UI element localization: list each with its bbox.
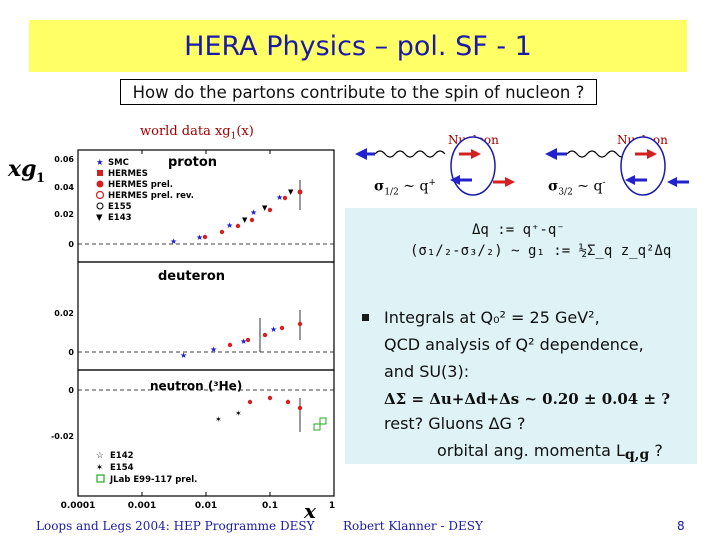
- svg-text:E142: E142: [110, 451, 134, 461]
- svg-text:▼: ▼: [96, 213, 103, 223]
- svg-text:1: 1: [36, 171, 45, 186]
- svg-text:E143: E143: [108, 213, 132, 223]
- world-data-label: world data xg1(x): [140, 124, 254, 142]
- svg-text:0.0001: 0.0001: [61, 501, 96, 511]
- svg-text:1: 1: [329, 501, 335, 511]
- svg-text:xg: xg: [7, 156, 37, 182]
- svg-text:0: 0: [68, 348, 74, 357]
- svg-text:✶: ✶: [215, 415, 222, 424]
- svg-text:★: ★: [180, 351, 187, 360]
- svg-text:★: ★: [96, 158, 104, 168]
- svg-text:▼: ▼: [242, 216, 248, 224]
- svg-text:0: 0: [68, 240, 74, 249]
- svg-text:E154: E154: [110, 463, 134, 473]
- proton-panel-title: proton: [168, 155, 217, 170]
- svg-text:SMC: SMC: [108, 158, 129, 168]
- svg-text:0.04: 0.04: [54, 183, 74, 192]
- info-box: [345, 208, 697, 464]
- svg-text:-0.02: -0.02: [51, 432, 74, 441]
- proton-data-points: ★ ★ ★ ★ ★ ▼ ▼ ▼: [170, 180, 303, 246]
- svg-text:HERMES: HERMES: [108, 169, 148, 179]
- bullet-icon: [362, 314, 369, 321]
- nucleon-spin-diagram: [355, 136, 689, 196]
- neutron-panel-title: neutron (³He): [150, 379, 242, 393]
- xg1-world-data-plot: xg 1 proton deuteron neutron (³He): [0, 140, 345, 520]
- gluon-question: rest? Gluons ΔG ?: [384, 414, 526, 433]
- footer-author: Robert Klanner - DESY: [343, 519, 483, 533]
- proton-legend: ★ SMC HERMES HERMES prel. HERMES prel. r…: [95, 158, 194, 223]
- deuteron-panel-title: deuteron: [158, 269, 225, 284]
- bullet-line-2: QCD analysis of Q² dependence,: [384, 335, 644, 354]
- svg-text:★: ★: [196, 233, 203, 242]
- title-banner: HERA Physics – pol. SF - 1: [29, 20, 687, 72]
- svg-text:0.01: 0.01: [195, 501, 217, 511]
- delta-sigma-result: ΔΣ = Δu+Δd+Δs ~ 0.20 ± 0.04 ± ?: [384, 390, 671, 408]
- svg-text:✶: ✶: [235, 409, 242, 418]
- slide-title: HERA Physics – pol. SF - 1: [184, 30, 532, 62]
- svg-text:HERMES prel. rev.: HERMES prel. rev.: [108, 191, 194, 201]
- svg-text:★: ★: [226, 221, 233, 230]
- svg-text:JLab E99-117 prel.: JLab E99-117 prel.: [109, 475, 197, 485]
- svg-text:★: ★: [276, 193, 283, 202]
- x-axis-label: x: [303, 499, 317, 520]
- svg-text:HERMES prel.: HERMES prel.: [108, 180, 173, 190]
- deuteron-data-points: ★ ★ ★ ★: [180, 310, 303, 360]
- orbital-momenta-line: orbital ang. momenta Lq,g ?: [437, 441, 663, 463]
- svg-text:★: ★: [170, 237, 177, 246]
- svg-text:★: ★: [250, 208, 257, 217]
- svg-text:0: 0: [68, 386, 74, 395]
- footer-page-number: 8: [677, 519, 685, 533]
- subtitle-box: How do the partons contribute to the spi…: [120, 79, 597, 105]
- y-axis-label: xg 1: [7, 156, 45, 186]
- svg-text:E155: E155: [108, 202, 132, 212]
- svg-text:★: ★: [270, 325, 277, 334]
- svg-text:★: ★: [210, 345, 217, 354]
- svg-text:0.06: 0.06: [54, 155, 74, 164]
- svg-text:✶: ✶: [96, 463, 103, 473]
- g1-definition: (σ₁/₂-σ₃/₂) ~ g₁ := ½Σ_q z_q²Δq: [410, 243, 672, 259]
- bullet-line-3: and SU(3):: [384, 362, 470, 381]
- svg-text:0.02: 0.02: [54, 210, 74, 219]
- neutron-data-points: ✶ ✶: [215, 395, 327, 432]
- sigma-half-label: σ1/2 ~ q+: [374, 178, 436, 198]
- delta-q-definition: Δq := q⁺-q⁻: [472, 222, 565, 238]
- footer-conference: Loops and Legs 2004: HEP Programme DESY: [36, 519, 315, 533]
- slide-subtitle: How do the partons contribute to the spi…: [132, 82, 585, 102]
- svg-text:★: ★: [240, 337, 247, 346]
- sigma-three-half-label: σ3/2 ~ q-: [548, 178, 606, 198]
- bullet-line-1: Integrals at Q₀² = 25 GeV²,: [384, 308, 600, 327]
- svg-text:▼: ▼: [262, 204, 268, 212]
- svg-text:0.001: 0.001: [128, 501, 156, 511]
- svg-text:☆: ☆: [96, 451, 104, 461]
- neutron-legend: ☆ E142 ✶ E154 JLab E99-117 prel.: [96, 451, 197, 485]
- svg-text:▼: ▼: [288, 188, 294, 196]
- svg-text:0.02: 0.02: [54, 309, 74, 318]
- svg-text:0.1: 0.1: [262, 501, 278, 511]
